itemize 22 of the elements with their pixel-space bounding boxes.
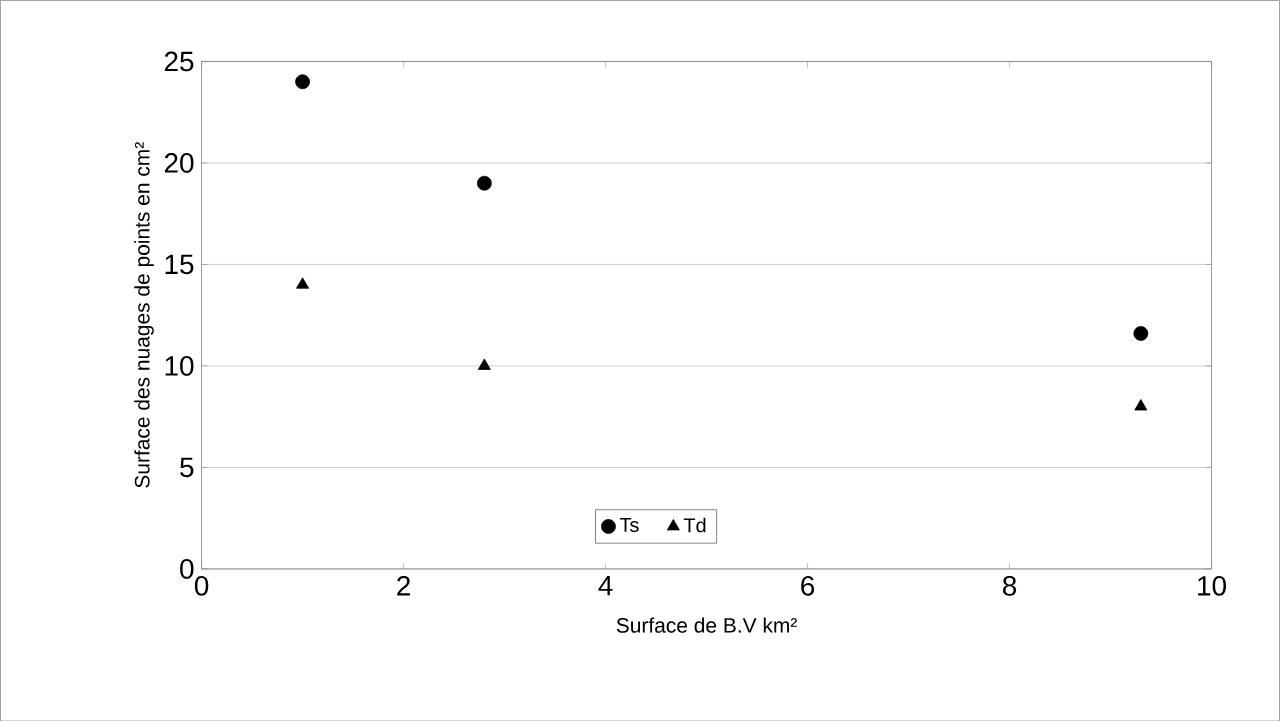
y-tick-label: 20 — [164, 152, 194, 173]
y-tick-label: 0 — [180, 558, 194, 579]
point — [477, 358, 491, 370]
y-axis-title: Surface des nuages de points en cm² — [134, 141, 154, 488]
point — [296, 277, 310, 289]
x-tick-label: 4 — [598, 575, 613, 595]
x-axis-title: Surface de B.V km² — [616, 617, 797, 633]
x-tick-label: 6 — [801, 575, 815, 596]
y-tick-label: 15 — [165, 254, 194, 274]
y-tick-label: 5 — [180, 457, 194, 477]
x-tick-label: 0 — [194, 575, 209, 596]
x-tick-label: 8 — [1003, 575, 1017, 596]
point — [1134, 398, 1148, 411]
y-tick-label: 25 — [164, 51, 194, 72]
x-tick-label: 2 — [397, 575, 410, 596]
legend-label: Ts — [619, 517, 639, 532]
x-tick-label: 10 — [1198, 575, 1226, 596]
point — [1133, 325, 1149, 341]
point — [295, 74, 310, 89]
point — [477, 175, 492, 191]
y-tick-label: 10 — [165, 355, 194, 376]
legend-label: Td — [683, 517, 706, 533]
